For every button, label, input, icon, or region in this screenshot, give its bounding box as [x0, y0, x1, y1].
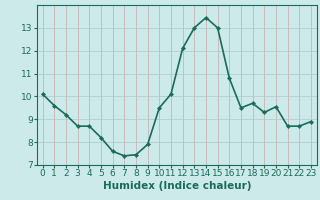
X-axis label: Humidex (Indice chaleur): Humidex (Indice chaleur) [102, 181, 251, 191]
